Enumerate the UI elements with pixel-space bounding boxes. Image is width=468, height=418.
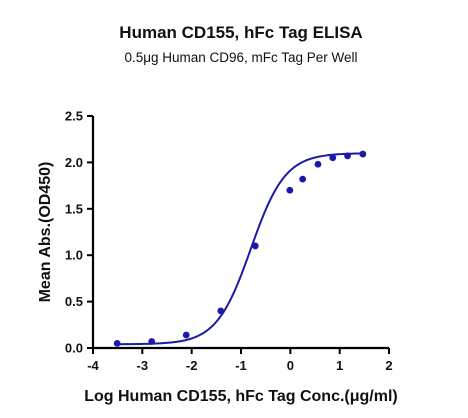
data-point bbox=[359, 150, 367, 158]
x-tick-label: 2 bbox=[385, 358, 392, 373]
data-point bbox=[329, 154, 337, 162]
y-tick-label: 1.0 bbox=[65, 248, 83, 263]
data-point bbox=[299, 175, 307, 183]
data-point bbox=[113, 339, 121, 347]
y-tick-label: 0.0 bbox=[65, 341, 83, 356]
y-tick-label: 1.5 bbox=[65, 201, 83, 216]
x-axis-label: Log Human CD155, hFc Tag Conc.(μg/ml) bbox=[84, 388, 398, 405]
fit-curve bbox=[117, 152, 363, 346]
data-point bbox=[217, 307, 225, 315]
chart-title: Human CD155, hFc Tag ELISA bbox=[119, 23, 362, 42]
plot-area: 0.0 0.5 1.0 1.5 2.0 2.5 -4 -3 -2 -1 0 1 2 bbox=[65, 109, 393, 374]
data-point bbox=[182, 331, 190, 339]
x-tick-label: -3 bbox=[137, 358, 149, 373]
data-point bbox=[344, 152, 351, 160]
y-axis-label: Mean Abs.(OD450) bbox=[37, 162, 54, 303]
data-point bbox=[251, 242, 259, 250]
chart-subtitle: 0.5μg Human CD96, mFc Tag Per Well bbox=[124, 50, 357, 65]
x-tick-label: 0 bbox=[287, 358, 294, 373]
x-tick-label: 1 bbox=[336, 358, 343, 373]
y-tick-label: 2.5 bbox=[65, 109, 83, 124]
x-tick-label: -2 bbox=[186, 358, 198, 373]
x-tick-label: -4 bbox=[87, 358, 99, 373]
y-tick-label: 0.5 bbox=[65, 294, 83, 309]
data-point bbox=[148, 338, 156, 345]
x-tick-label: -1 bbox=[235, 358, 247, 373]
data-point bbox=[286, 186, 294, 194]
y-tick-label: 2.0 bbox=[65, 155, 83, 170]
data-point bbox=[314, 160, 322, 168]
